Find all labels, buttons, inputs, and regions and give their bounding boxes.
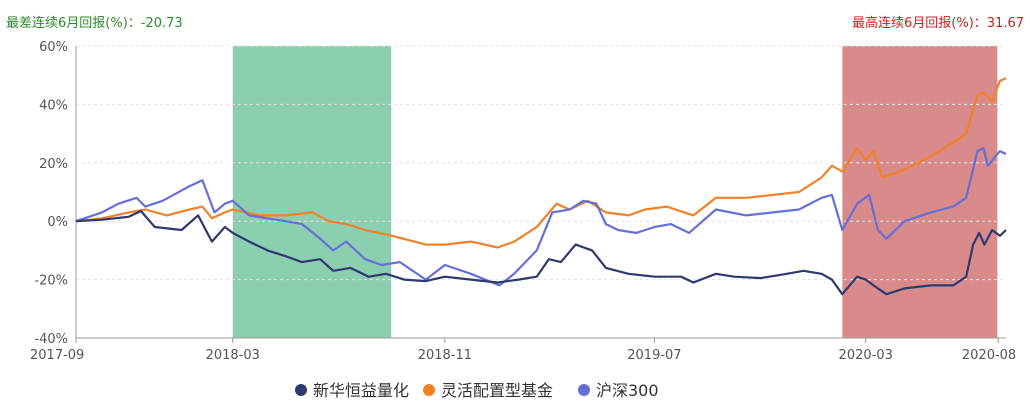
- x-tick-label: 2018-11: [418, 348, 472, 363]
- x-tick-label: 2020-08: [962, 348, 1016, 363]
- series-line-2: [75, 147, 1007, 287]
- legend-marker-2: [578, 384, 590, 396]
- worst-6m-return-label: 最差连续6月回报(%)：-20.73: [6, 15, 183, 31]
- x-tick-label: 2020-03: [839, 348, 893, 363]
- legend-label-0: 新华恒益量化: [313, 381, 409, 400]
- legend-label-1: 灵活配置型基金: [441, 381, 553, 400]
- x-tick-label: 2019-07: [627, 348, 681, 363]
- series-line-0: [75, 209, 1007, 296]
- y-tick-label: 20%: [39, 157, 68, 172]
- y-tick-label: -20%: [34, 274, 68, 289]
- legend-marker-0: [295, 384, 307, 396]
- legend-marker-1: [423, 384, 435, 396]
- y-tick-label: 0%: [47, 215, 68, 230]
- y-tick-label: -40%: [34, 332, 68, 347]
- worst-period-band: [232, 46, 392, 338]
- legend: 新华恒益量化 灵活配置型基金 沪深300: [295, 381, 659, 400]
- x-tick-label: 2018-03: [206, 348, 260, 363]
- legend-label-2: 沪深300: [596, 381, 659, 400]
- x-tick-label: 2017-09: [30, 348, 84, 363]
- best-6m-return-label: 最高连续6月回报(%)：31.67: [852, 15, 1024, 31]
- axes: 60% 40% 20% 0% -20% -40%2017-09 2018-03 2018-11…: [30, 40, 1016, 363]
- best-period-band: [842, 46, 998, 338]
- y-tick-label: 60%: [39, 40, 68, 55]
- highlight-bands: [232, 46, 998, 338]
- series-lines: [75, 77, 1007, 296]
- y-tick-label: 40%: [39, 98, 68, 113]
